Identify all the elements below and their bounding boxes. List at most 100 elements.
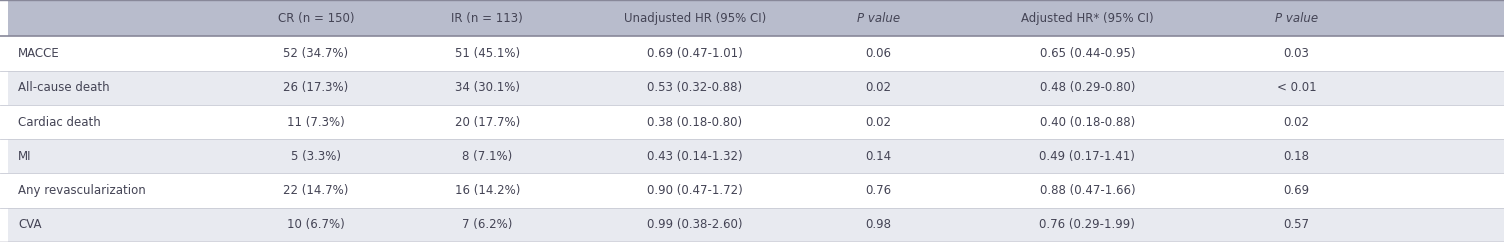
Text: 8 (7.1%): 8 (7.1%) (462, 150, 513, 163)
Bar (230, 71, 402, 105)
Bar (1235, 105, 1358, 139)
Bar (940, 36, 1235, 71)
Text: 0.49 (0.17-1.41): 0.49 (0.17-1.41) (1039, 150, 1136, 163)
Text: CVA: CVA (18, 218, 42, 231)
Text: 26 (17.3%): 26 (17.3%) (283, 81, 349, 94)
Bar (1235, 139, 1358, 174)
Text: 22 (14.7%): 22 (14.7%) (283, 184, 349, 197)
Text: 0.02: 0.02 (1283, 115, 1310, 129)
Bar (573, 174, 817, 208)
Text: 0.76: 0.76 (865, 184, 892, 197)
Bar (230, 36, 402, 71)
Bar (8, 0, 230, 36)
Text: 5 (3.3%): 5 (3.3%) (290, 150, 341, 163)
Text: 0.65 (0.44-0.95): 0.65 (0.44-0.95) (1039, 47, 1136, 60)
Text: IR (n = 113): IR (n = 113) (451, 12, 523, 25)
Text: Any revascularization: Any revascularization (18, 184, 146, 197)
Bar (402, 0, 573, 36)
Text: 0.98: 0.98 (865, 218, 892, 231)
Text: 7 (6.2%): 7 (6.2%) (462, 218, 513, 231)
Text: 0.02: 0.02 (865, 81, 892, 94)
Text: MACCE: MACCE (18, 47, 60, 60)
Text: 0.99 (0.38-2.60): 0.99 (0.38-2.60) (647, 218, 743, 231)
Bar (402, 71, 573, 105)
Bar (1358, 105, 1504, 139)
Text: 0.69 (0.47-1.01): 0.69 (0.47-1.01) (647, 47, 743, 60)
Bar (402, 139, 573, 174)
Bar (940, 174, 1235, 208)
Text: 0.06: 0.06 (865, 47, 892, 60)
Bar (8, 105, 230, 139)
Bar (573, 36, 817, 71)
Text: 34 (30.1%): 34 (30.1%) (454, 81, 520, 94)
Bar (817, 105, 940, 139)
Text: Adjusted HR* (95% CI): Adjusted HR* (95% CI) (1021, 12, 1154, 25)
Bar (1358, 174, 1504, 208)
Text: 20 (17.7%): 20 (17.7%) (454, 115, 520, 129)
Bar (940, 139, 1235, 174)
Bar (1235, 36, 1358, 71)
Bar (8, 36, 230, 71)
Text: 0.57: 0.57 (1283, 218, 1310, 231)
Bar (573, 139, 817, 174)
Bar (573, 208, 817, 242)
Text: 51 (45.1%): 51 (45.1%) (454, 47, 520, 60)
Text: 10 (6.7%): 10 (6.7%) (287, 218, 344, 231)
Bar (573, 0, 817, 36)
Bar (230, 0, 402, 36)
Text: 0.43 (0.14-1.32): 0.43 (0.14-1.32) (647, 150, 743, 163)
Bar (1235, 174, 1358, 208)
Text: 0.40 (0.18-0.88): 0.40 (0.18-0.88) (1039, 115, 1136, 129)
Bar (8, 71, 230, 105)
Text: 0.69: 0.69 (1283, 184, 1310, 197)
Bar (817, 0, 940, 36)
Bar (1235, 0, 1358, 36)
Text: 0.02: 0.02 (865, 115, 892, 129)
Text: < 0.01: < 0.01 (1277, 81, 1316, 94)
Text: Unadjusted HR (95% CI): Unadjusted HR (95% CI) (624, 12, 766, 25)
Text: 52 (34.7%): 52 (34.7%) (283, 47, 349, 60)
Bar (940, 105, 1235, 139)
Bar (1235, 208, 1358, 242)
Bar (817, 71, 940, 105)
Text: 0.76 (0.29-1.99): 0.76 (0.29-1.99) (1039, 218, 1136, 231)
Bar (8, 174, 230, 208)
Text: 0.53 (0.32-0.88): 0.53 (0.32-0.88) (647, 81, 743, 94)
Bar (402, 174, 573, 208)
Text: MI: MI (18, 150, 32, 163)
Bar (817, 36, 940, 71)
Text: CR (n = 150): CR (n = 150) (278, 12, 353, 25)
Text: 0.48 (0.29-0.80): 0.48 (0.29-0.80) (1039, 81, 1136, 94)
Bar (940, 71, 1235, 105)
Text: 16 (14.2%): 16 (14.2%) (454, 184, 520, 197)
Bar (230, 174, 402, 208)
Bar (1358, 71, 1504, 105)
Bar (402, 36, 573, 71)
Text: 0.90 (0.47-1.72): 0.90 (0.47-1.72) (647, 184, 743, 197)
Text: P value: P value (1275, 12, 1318, 25)
Bar (817, 139, 940, 174)
Bar (230, 139, 402, 174)
Bar (940, 208, 1235, 242)
Bar (817, 208, 940, 242)
Text: 11 (7.3%): 11 (7.3%) (287, 115, 344, 129)
Text: Cardiac death: Cardiac death (18, 115, 101, 129)
Bar (8, 208, 230, 242)
Text: 0.88 (0.47-1.66): 0.88 (0.47-1.66) (1039, 184, 1136, 197)
Bar (573, 105, 817, 139)
Bar (1358, 0, 1504, 36)
Bar (1358, 36, 1504, 71)
Bar (573, 71, 817, 105)
Bar (230, 208, 402, 242)
Text: P value: P value (857, 12, 899, 25)
Bar (1235, 71, 1358, 105)
Bar (8, 139, 230, 174)
Bar (1358, 139, 1504, 174)
Bar (230, 105, 402, 139)
Text: 0.18: 0.18 (1283, 150, 1310, 163)
Text: 0.14: 0.14 (865, 150, 892, 163)
Bar (1358, 208, 1504, 242)
Bar (402, 105, 573, 139)
Bar (817, 174, 940, 208)
Bar (940, 0, 1235, 36)
